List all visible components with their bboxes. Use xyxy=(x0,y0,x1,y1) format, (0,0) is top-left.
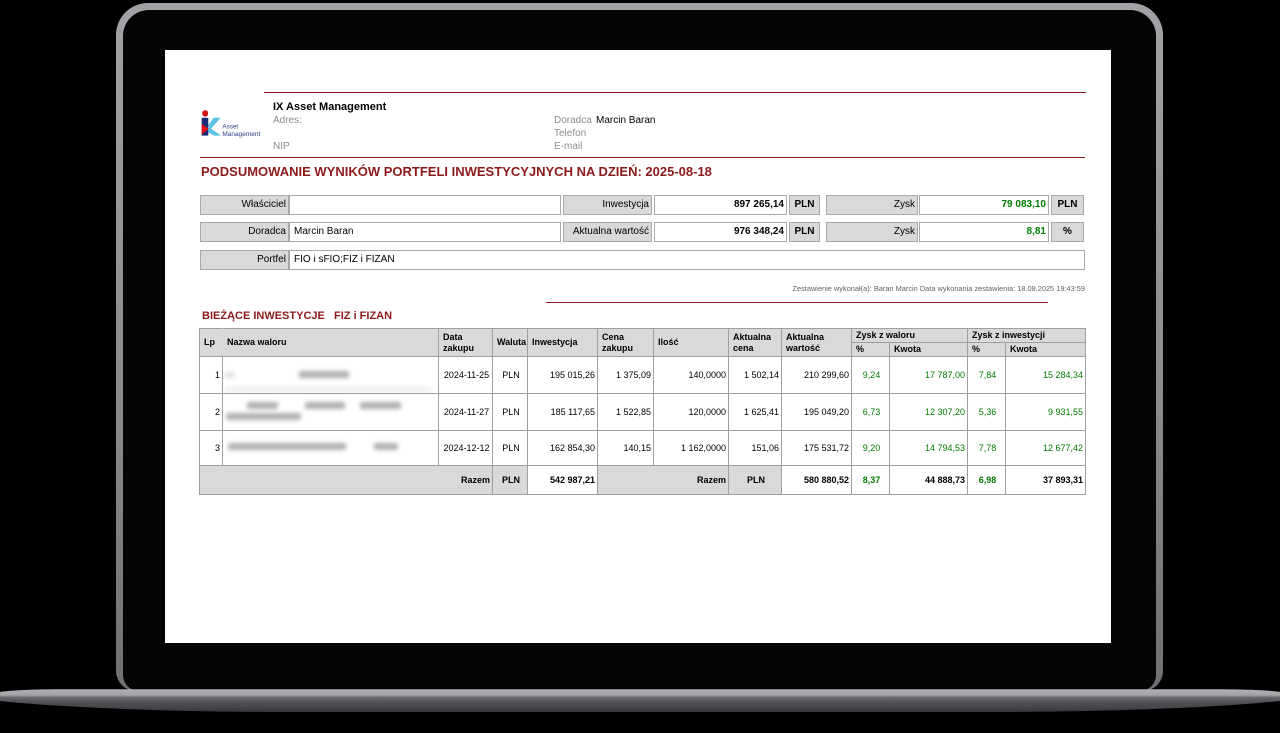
svg-text:Asset: Asset xyxy=(222,124,238,131)
svg-text:Management: Management xyxy=(222,131,260,138)
